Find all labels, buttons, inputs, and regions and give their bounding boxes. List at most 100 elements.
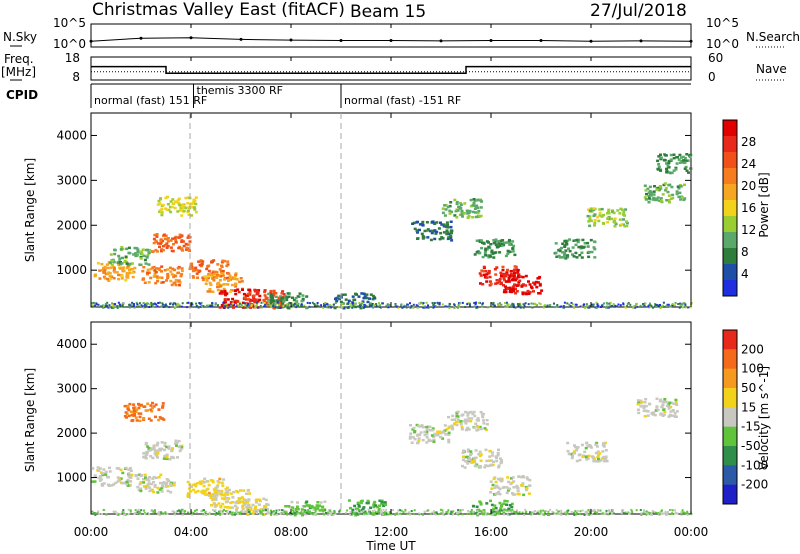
heatmap-cell: [587, 454, 591, 458]
heatmap-cell: [220, 493, 224, 497]
heatmap-cell: [557, 254, 561, 258]
heatmap-cell: [372, 502, 376, 505]
nave-tick-bottom: 0: [708, 70, 716, 84]
heatmap-cell: [218, 511, 221, 514]
heatmap-cell: [312, 508, 315, 511]
heatmap-cell: [104, 473, 108, 476]
heatmap-cell: [235, 508, 239, 511]
heatmap-cell: [118, 303, 121, 306]
heatmap-cell: [451, 414, 455, 418]
freq-tick-bottom: 8: [72, 70, 80, 84]
heatmap-cell: [659, 157, 663, 161]
heatmap-cell: [514, 306, 517, 309]
heatmap-cell: [500, 479, 504, 482]
heatmap-cell: [366, 499, 370, 503]
heatmap-cell: [138, 302, 141, 305]
heatmap-cell: [630, 509, 633, 512]
heatmap-cell: [647, 196, 651, 200]
heatmap-cell: [158, 276, 162, 279]
heatmap-cell: [394, 513, 397, 516]
heatmap-cell: [593, 240, 597, 243]
heatmap-cell: [115, 467, 119, 470]
heatmap-cell: [218, 306, 222, 309]
heatmap-cell: [212, 259, 216, 262]
heatmap-cell: [447, 415, 450, 419]
heatmap-cell: [495, 281, 499, 285]
nsky-point: [389, 39, 393, 43]
heatmap-cell: [597, 457, 600, 461]
heatmap-cell: [134, 474, 138, 478]
heatmap-cell: [255, 511, 258, 514]
heatmap-cell: [684, 159, 688, 162]
heatmap-cell: [290, 302, 293, 305]
heatmap-cell: [476, 417, 480, 420]
heatmap-cell: [160, 281, 164, 284]
heatmap-cell: [139, 403, 143, 407]
heatmap-cell: [225, 486, 229, 489]
heatmap-cell: [518, 303, 521, 306]
heatmap-cell: [285, 296, 289, 299]
heatmap-cell: [590, 455, 594, 458]
heatmap-cell: [592, 304, 595, 307]
heatmap-cell: [137, 304, 140, 307]
power-ylabel: Slant Range [km]: [23, 158, 37, 262]
heatmap-cell: [152, 275, 156, 278]
heatmap-cell: [117, 305, 120, 308]
heatmap-cell: [316, 304, 319, 307]
heatmap-cell: [586, 445, 590, 448]
heatmap-cell: [180, 239, 184, 242]
heatmap-cell: [678, 161, 682, 164]
heatmap-cell: [481, 305, 484, 308]
heatmap-cell: [628, 512, 631, 515]
heatmap-cell: [319, 501, 323, 504]
heatmap-cell: [106, 266, 110, 270]
heatmap-cell: [148, 486, 152, 489]
heatmap-cell: [681, 155, 685, 159]
heatmap-cell: [354, 511, 357, 514]
heatmap-cell: [494, 492, 498, 496]
heatmap-cell: [116, 476, 120, 479]
heatmap-cell: [604, 455, 608, 458]
heatmap-cell: [448, 212, 452, 215]
heatmap-cell: [440, 223, 444, 226]
heatmap-cell: [581, 455, 585, 459]
heatmap-cell: [166, 237, 170, 240]
heatmap-cell: [244, 499, 248, 502]
heatmap-cell: [473, 207, 477, 210]
heatmap-cell: [554, 251, 558, 255]
heatmap-cell: [363, 293, 367, 297]
heatmap-cell: [161, 281, 165, 284]
heatmap-cell: [152, 490, 156, 494]
heatmap-cell: [142, 481, 146, 484]
heatmap-cell: [224, 496, 228, 500]
heatmap-cell: [603, 512, 606, 515]
heatmap-cell: [162, 418, 166, 421]
heatmap-cell: [166, 275, 170, 278]
heatmap-cell: [475, 505, 479, 508]
heatmap-cell: [511, 278, 515, 282]
heatmap-cell: [411, 428, 415, 431]
heatmap-cell: [506, 513, 509, 516]
heatmap-cell: [517, 512, 520, 515]
heatmap-cell: [172, 243, 175, 246]
heatmap-cell: [262, 298, 266, 302]
heatmap-cell: [584, 455, 588, 459]
heatmap-cell: [620, 223, 624, 226]
heatmap-cell: [194, 482, 198, 486]
heatmap-cell: [149, 419, 153, 422]
heatmap-cell: [291, 296, 294, 299]
heatmap-cell: [184, 510, 187, 513]
heatmap-cell: [207, 305, 210, 308]
heatmap-cell: [158, 301, 161, 304]
heatmap-cell: [535, 285, 539, 289]
heatmap-cell: [173, 236, 177, 240]
heatmap-cell: [100, 262, 104, 266]
heatmap-cell: [180, 234, 184, 237]
heatmap-cell: [548, 304, 551, 307]
heatmap-cell: [241, 507, 245, 511]
heatmap-cell: [474, 449, 478, 452]
heatmap-cell: [241, 306, 244, 309]
heatmap-cell: [458, 302, 460, 305]
heatmap-cell: [219, 511, 222, 514]
heatmap-cell: [110, 484, 114, 487]
